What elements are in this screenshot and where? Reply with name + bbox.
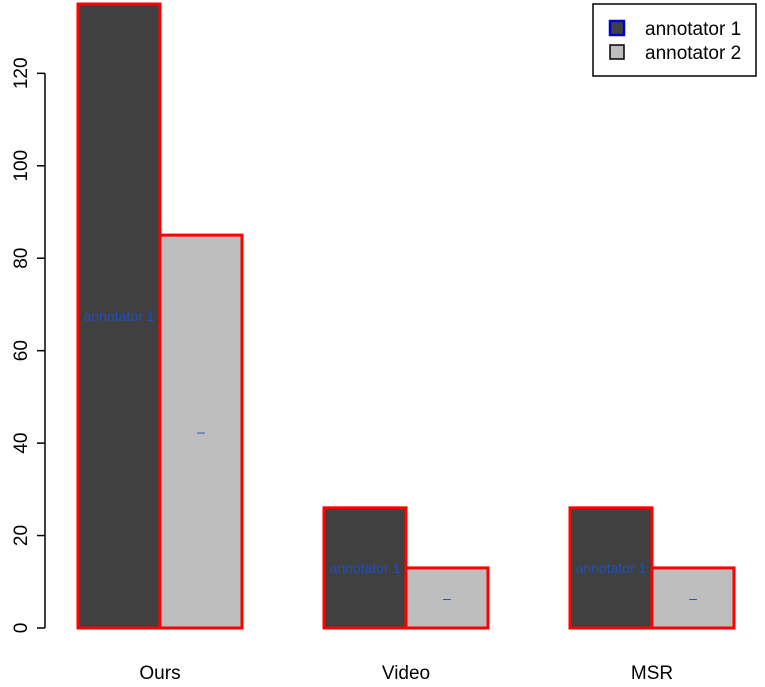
- bar-label: annotator 1: [84, 308, 155, 324]
- legend-swatch: [609, 44, 625, 60]
- x-category-label: Video: [382, 663, 430, 684]
- bar-label: annotator 1: [576, 560, 647, 576]
- bar-label: –: [443, 590, 451, 606]
- y-tick-label: 120: [11, 57, 32, 89]
- y-tick-label: 20: [11, 525, 32, 546]
- bar-label: –: [197, 424, 205, 440]
- y-tick-label: 80: [11, 248, 32, 269]
- legend-label: annotator 1: [645, 19, 741, 40]
- legend-swatch: [608, 19, 626, 37]
- legend-label: annotator 2: [645, 43, 741, 64]
- y-tick-label: 100: [11, 150, 32, 182]
- bar: [404, 566, 490, 630]
- bar: [650, 566, 736, 630]
- x-category-label: Ours: [139, 663, 180, 684]
- legend-box: [592, 3, 757, 77]
- bar: [158, 233, 244, 630]
- y-tick-label: 60: [11, 340, 32, 361]
- y-tick-label: 40: [11, 433, 32, 454]
- x-category-label: MSR: [631, 663, 673, 684]
- bar-label: annotator 1: [330, 560, 401, 576]
- y-tick-label: 0: [11, 623, 32, 634]
- bar-label: –: [689, 590, 697, 606]
- bar: [76, 2, 162, 630]
